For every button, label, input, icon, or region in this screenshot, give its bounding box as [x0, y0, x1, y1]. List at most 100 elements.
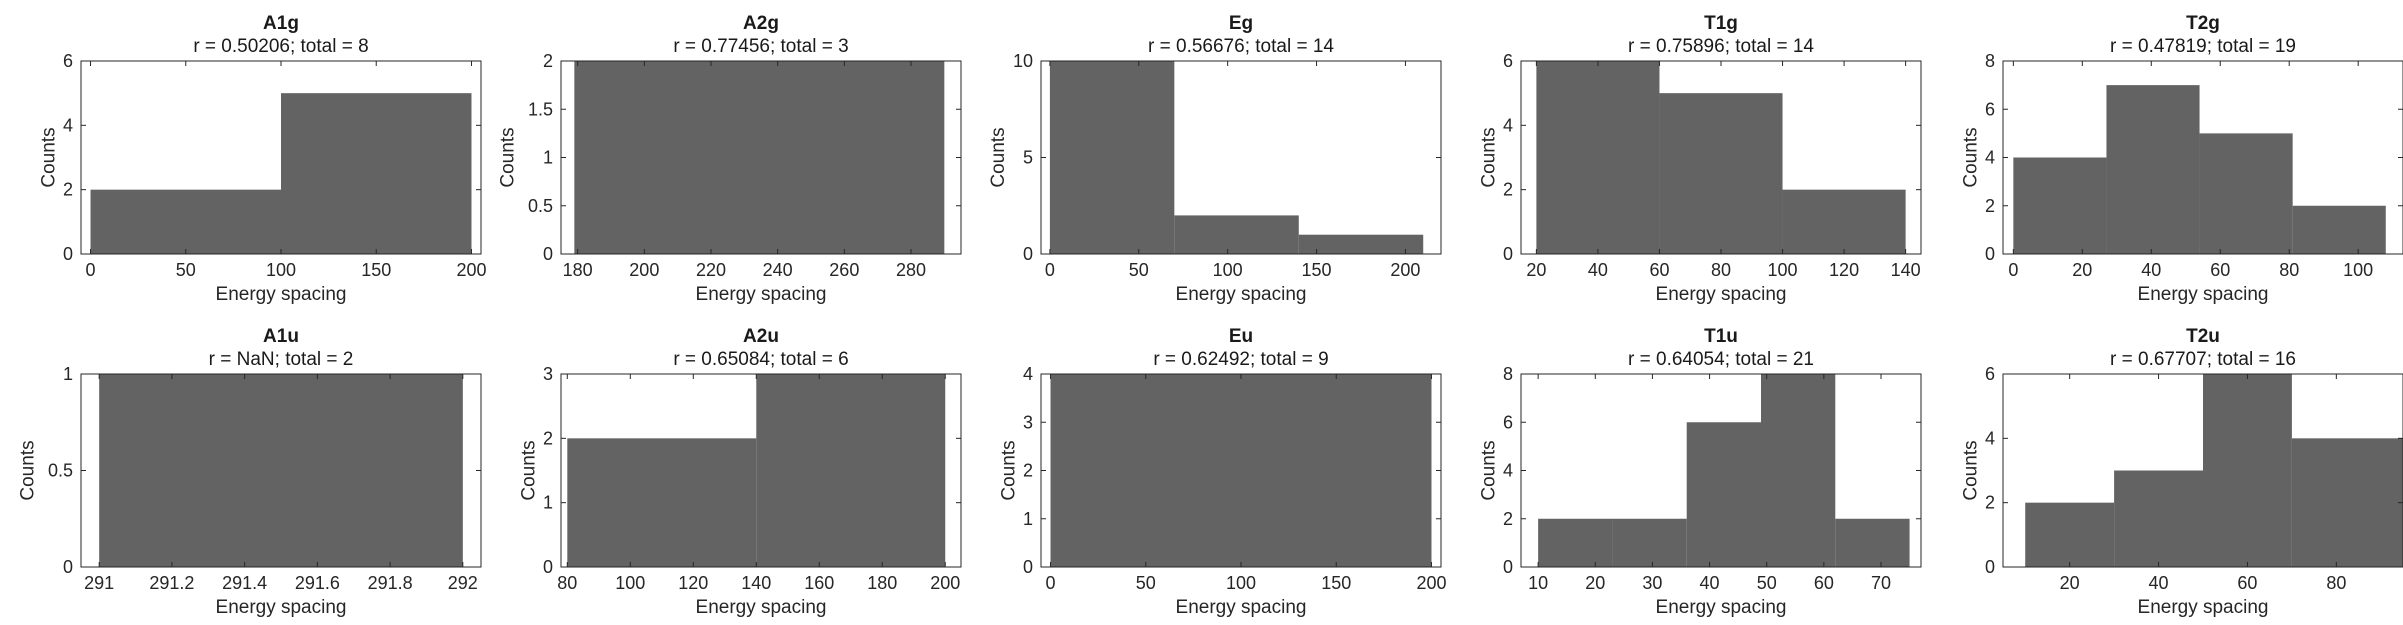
- subplot-eu: 0 50 100 150 200 0 1 2 3 4 Eur = 0.62492; total = …: [999, 326, 1447, 618]
- x-tick-label: 40: [2149, 573, 2169, 593]
- y-tick-label: 0: [1985, 557, 1995, 577]
- y-tick-label: 6: [1503, 412, 1513, 432]
- y-tick-label: 2: [1023, 461, 1033, 481]
- axes-frame: [2002, 373, 2403, 568]
- y-tick-label: 2: [1503, 509, 1513, 529]
- x-tick-label: 220: [696, 260, 726, 280]
- subplot-subtitle: r = 0.56676; total = 14: [1148, 36, 1334, 57]
- x-tick-label: 120: [678, 573, 708, 593]
- y-tick-label: 0.5: [528, 196, 553, 216]
- y-tick-label: 4: [1503, 461, 1513, 481]
- y-tick-label: 6: [1985, 99, 1995, 119]
- subplot-title: A1g: [263, 13, 299, 34]
- y-tick-label: 2: [1985, 196, 1995, 216]
- subplot-subtitle: r = 0.50206; total = 8: [193, 36, 368, 57]
- y-axis-label: Counts: [519, 440, 540, 500]
- subplot-title: Eg: [1229, 13, 1253, 34]
- histogram-bar: [567, 438, 757, 567]
- subplot-subtitle: r = 0.64054; total = 21: [1628, 349, 1814, 370]
- y-tick-label: 10: [1013, 51, 1033, 71]
- x-axis-label: Energy spacing: [1176, 597, 1307, 618]
- x-tick-label: 40: [1700, 573, 1720, 593]
- y-tick-label: 1: [543, 148, 553, 168]
- y-tick-label: 2: [543, 428, 553, 448]
- x-tick-label: 20: [1526, 260, 1546, 280]
- y-tick-label: 0: [63, 557, 73, 577]
- subplot-subtitle: r = 0.47819; total = 19: [2110, 36, 2296, 57]
- y-axis-label: Counts: [1961, 127, 1982, 187]
- subplot-subtitle: r = NaN; total = 2: [209, 349, 354, 370]
- x-tick-label: 60: [1814, 573, 1834, 593]
- x-tick-label: 180: [563, 260, 593, 280]
- y-tick-label: 4: [1503, 115, 1513, 135]
- histogram-bar: [2025, 502, 2115, 567]
- axes-frame: [560, 373, 962, 568]
- x-tick-label: 100: [1213, 260, 1243, 280]
- subplot-subtitle: r = 0.75896; total = 14: [1628, 36, 1814, 57]
- x-tick-label: 100: [1768, 260, 1798, 280]
- subplot-title: Eu: [1229, 326, 1253, 347]
- y-tick-label: 2: [1503, 180, 1513, 200]
- subplot-title: T1g: [1704, 13, 1738, 34]
- y-tick-label: 0: [1503, 244, 1513, 264]
- histogram-bar: [1612, 518, 1687, 567]
- y-tick-label: 4: [63, 115, 73, 135]
- x-tick-label: 291.8: [368, 573, 413, 593]
- y-tick-label: 2: [543, 51, 553, 71]
- histogram-bar: [1686, 422, 1761, 567]
- x-tick-label: 200: [456, 260, 486, 280]
- y-tick-label: 1: [63, 364, 73, 384]
- histogram-bar: [1835, 518, 1910, 567]
- histogram-bar: [1761, 374, 1836, 567]
- x-tick-label: 80: [2279, 260, 2299, 280]
- histogram-bar: [1659, 93, 1783, 255]
- x-tick-label: 80: [2326, 573, 2346, 593]
- x-tick-label: 0: [86, 260, 96, 280]
- y-tick-label: 1.5: [528, 99, 553, 119]
- y-tick-label: 0: [1023, 244, 1033, 264]
- y-axis-label: Counts: [1479, 440, 1500, 500]
- subplot-subtitle: r = 0.77456; total = 3: [673, 36, 848, 57]
- x-tick-label: 50: [1136, 573, 1156, 593]
- subplot-title: A2g: [743, 13, 779, 34]
- subplot-title: A1u: [263, 326, 299, 347]
- x-tick-label: 280: [896, 260, 926, 280]
- x-tick-label: 100: [2343, 260, 2373, 280]
- y-tick-label: 4: [1985, 428, 1995, 448]
- histogram-bar: [1538, 518, 1613, 567]
- histogram-bar: [1050, 374, 1432, 567]
- x-tick-label: 240: [763, 260, 793, 280]
- x-axis-label: Energy spacing: [216, 597, 347, 618]
- x-tick-label: 70: [1871, 573, 1891, 593]
- subplot-eg: 0 50 100 150 200 0 5 10 Egr = 0.56676; total = 1…: [988, 13, 1442, 305]
- histogram-bar: [2013, 157, 2107, 254]
- y-tick-label: 0: [1985, 244, 1995, 264]
- x-axis-label: Energy spacing: [1656, 597, 1787, 618]
- y-tick-label: 4: [1023, 364, 1033, 384]
- y-tick-label: 1: [543, 493, 553, 513]
- x-tick-label: 60: [2210, 260, 2230, 280]
- x-tick-label: 0: [1046, 573, 1056, 593]
- histogram-bar: [1049, 61, 1175, 254]
- subplot-title: T1u: [1704, 326, 1738, 347]
- y-tick-label: 2: [1985, 493, 1995, 513]
- x-tick-label: 80: [557, 573, 577, 593]
- x-tick-label: 291: [84, 573, 114, 593]
- y-tick-label: 0: [63, 244, 73, 264]
- x-tick-label: 0: [1045, 260, 1055, 280]
- x-tick-label: 60: [1649, 260, 1669, 280]
- x-tick-label: 120: [1829, 260, 1859, 280]
- x-axis-label: Energy spacing: [216, 284, 347, 305]
- subplot-subtitle: r = 0.62492; total = 9: [1153, 349, 1328, 370]
- x-tick-label: 40: [1588, 260, 1608, 280]
- histogram-bar: [2292, 205, 2386, 254]
- x-tick-label: 20: [2072, 260, 2092, 280]
- y-tick-label: 0: [1023, 557, 1033, 577]
